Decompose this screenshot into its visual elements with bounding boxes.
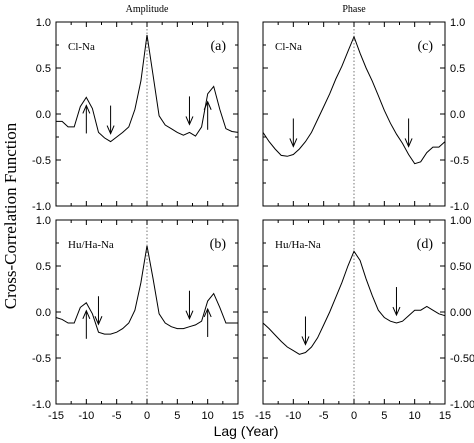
y-tick-label: 0.0 [36,307,51,319]
y-tick-label: -0.5 [32,353,51,365]
y-tick-label: 0.00 [450,307,471,319]
panel-a: 1.0 0.5 0.0 -0.5 -1.0 Cl-Na (a) [32,17,239,213]
y-tick-label: 1.0 [36,215,51,227]
series-line [262,250,446,355]
series-line [56,34,239,143]
series-line [55,245,238,335]
x-tick-label: -15 [48,410,64,422]
y-tick-label: 0.50 [450,261,471,273]
x-tick-label: 10 [202,410,214,422]
panel-d: -15 -10 -5 0 5 10 15 1.00 0.50 0.00 -0.50 -1.00 Hu/H… [255,215,474,422]
y-tick-label: -1.0 [32,201,51,213]
y-tick-label: 0.0 [450,109,465,121]
up-arrow-icon [82,104,91,134]
x-tick-label: 15 [232,410,244,422]
down-arrow-icon [185,290,194,320]
y-tick-label: -1.0 [32,399,51,411]
series-label: Hu/Ha-Na [275,239,321,251]
x-tick-label: 5 [381,410,387,422]
y-tick-label: -0.5 [450,155,469,167]
series-label: Hu/Ha-Na [68,239,114,251]
column-title-phase: Phase [342,4,366,15]
y-tick-label: 1.0 [450,17,465,29]
y-tick-label: -1.0 [450,201,469,213]
down-arrow-icon [289,118,298,148]
arrow-head [82,104,91,114]
arrow-head [94,316,103,326]
series-line [262,35,446,165]
arrow-head [203,307,212,318]
x-tick-label: 0 [144,410,150,422]
arrow-head [404,138,413,148]
down-arrow-icon [301,316,310,346]
up-arrow-icon [82,309,91,339]
down-arrow-icon [392,287,401,317]
x-tick-label: -5 [319,410,329,422]
y-tick-label: -0.50 [450,353,474,365]
y-tick-label: -1.00 [450,399,474,411]
y-tick-label: 1.0 [36,17,51,29]
y-tick-label: 0.0 [36,109,51,121]
y-tick-label: 0.5 [450,63,465,75]
down-arrow-icon [185,96,194,126]
arrow-head [82,309,91,320]
x-tick-label: 5 [174,410,180,422]
arrow-head [203,100,212,110]
y-tick-label: 1.00 [450,215,471,227]
y-axis-label: Cross-Correlation Function [1,122,20,309]
y-tick-label: 0.5 [36,63,51,75]
x-tick-label: -10 [285,410,301,422]
x-tick-label: -10 [78,410,94,422]
panel-letter: (a) [210,39,226,54]
series-label: Cl-Na [275,41,302,53]
y-tick-label: -0.5 [32,155,51,167]
x-tick-label: 15 [439,410,451,422]
column-title-amplitude: Amplitude [126,4,169,15]
panel-letter: (b) [210,237,227,252]
panel-letter: (d) [417,237,434,252]
arrow-head [185,116,194,126]
arrow-head [185,310,194,320]
down-arrow-icon [106,105,115,135]
x-axis-label: Lag (Year) [214,423,279,439]
panel-letter: (c) [417,39,433,54]
x-tick-label: -5 [112,410,122,422]
panel-c: 1.0 0.5 0.0 -0.5 -1.0 Cl-Na (c) [262,17,469,213]
series-label: Cl-Na [68,41,95,53]
up-arrow-icon [203,307,212,337]
x-tick-label: 0 [351,410,357,422]
arrow-head [392,306,401,317]
down-arrow-icon [94,296,103,326]
arrow-head [289,138,298,148]
arrow-head [106,125,115,135]
up-arrow-icon [203,100,212,130]
y-tick-label: 0.5 [36,261,51,273]
figure-labels: Cross-Correlation Function Lag (Year) Am… [1,4,366,439]
down-arrow-icon [404,118,413,148]
x-tick-label: 10 [409,410,421,422]
arrow-head [301,336,310,346]
x-tick-label: -15 [255,410,271,422]
panel-b: -15 -10 -5 0 5 10 15 1.0 0.5 0.0 -0.5 -1.0 Hu/Ha-Na (… [32,215,244,422]
